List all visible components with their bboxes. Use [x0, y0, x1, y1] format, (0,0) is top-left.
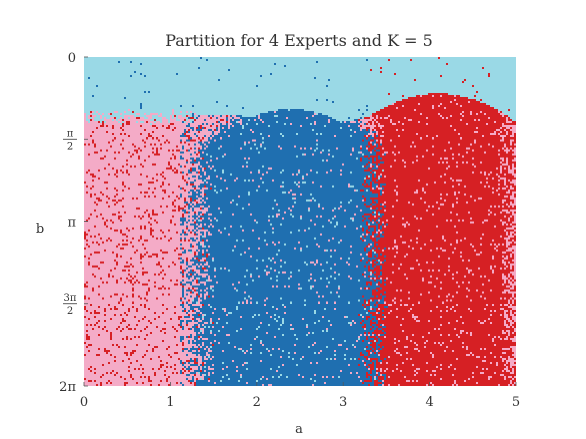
partition-heatmap — [84, 57, 516, 386]
y-axis-label: b — [36, 222, 44, 237]
plot-area — [84, 57, 516, 386]
svg-text:2: 2 — [67, 306, 73, 317]
x-tick-label: 4 — [425, 395, 433, 410]
y-tick-label: 3π2 — [63, 293, 77, 317]
x-tick-label: 1 — [166, 395, 174, 410]
svg-text:π: π — [67, 128, 74, 139]
y-tick-label: 2π — [59, 380, 76, 395]
x-axis: 0 1 2 3 4 5 — [80, 382, 520, 410]
x-tick-label: 3 — [339, 395, 347, 410]
y-tick-label: π2 — [63, 128, 77, 152]
chart-title: Partition for 4 Experts and K = 5 — [165, 31, 433, 50]
y-tick-label: 0 — [68, 51, 76, 66]
y-tick-label: π — [67, 216, 76, 231]
x-tick-label: 2 — [253, 395, 261, 410]
x-tick-label: 0 — [80, 395, 88, 410]
x-tick-label: 5 — [512, 395, 520, 410]
svg-text:3π: 3π — [64, 293, 77, 304]
svg-text:2: 2 — [67, 141, 73, 152]
x-axis-label: a — [295, 422, 303, 437]
